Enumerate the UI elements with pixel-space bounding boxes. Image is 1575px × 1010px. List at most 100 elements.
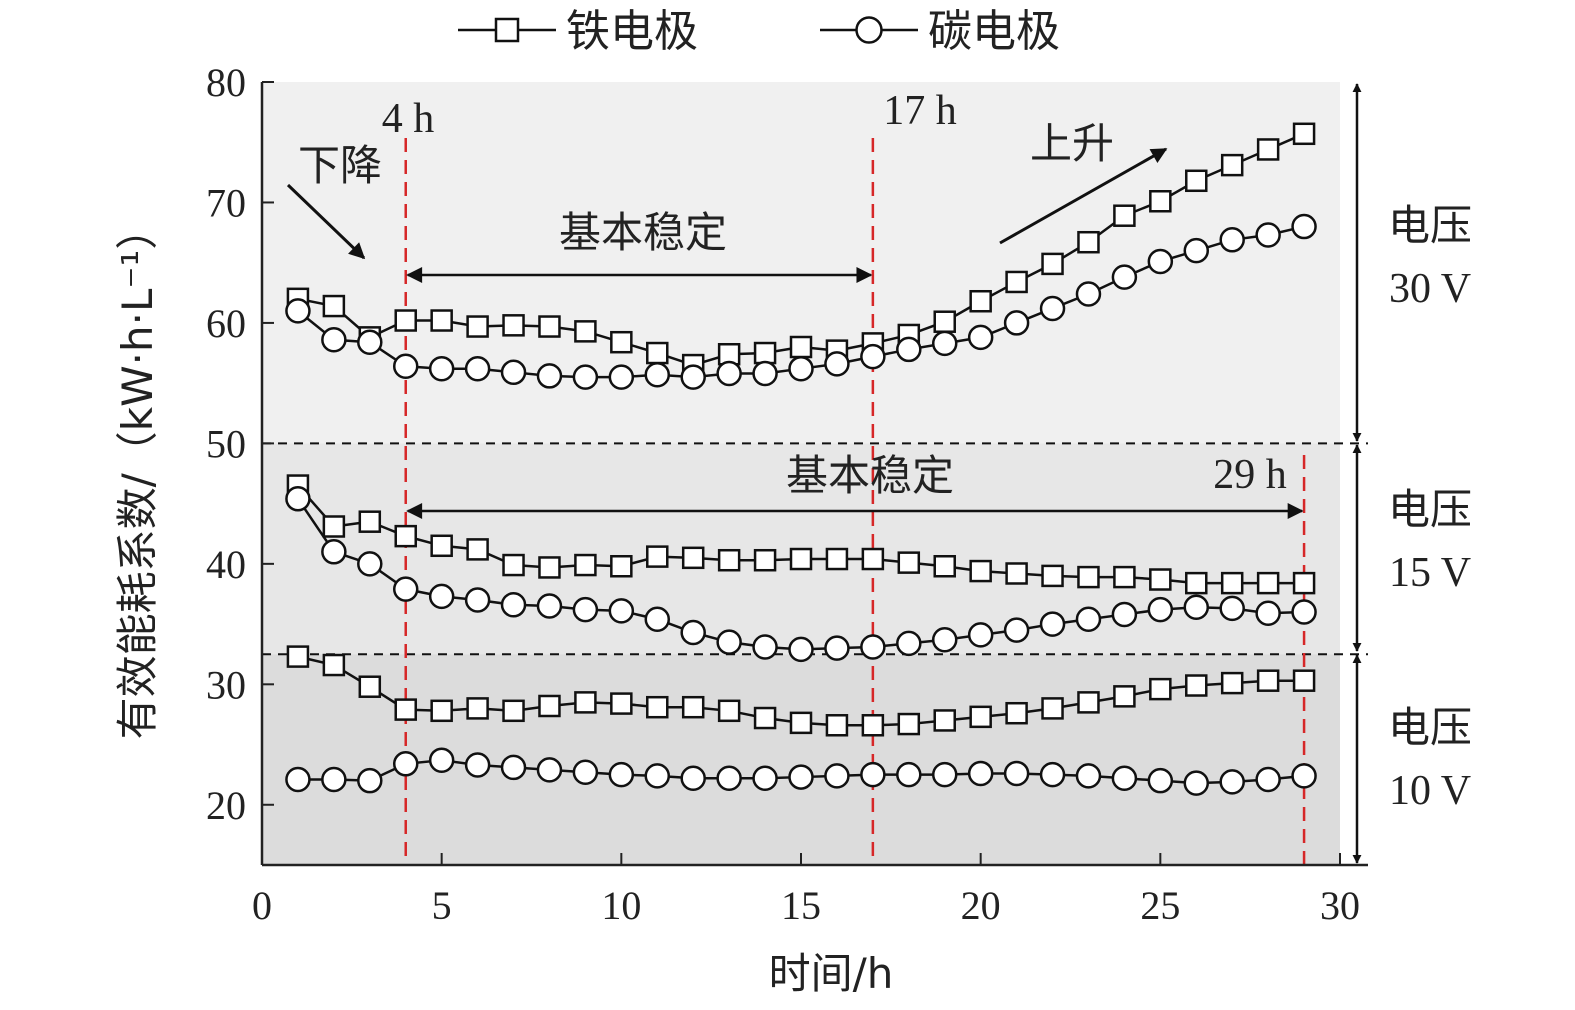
data-point xyxy=(358,675,382,698)
data-point xyxy=(1039,611,1066,637)
series-30V-碳电极 xyxy=(285,213,1317,390)
data-point xyxy=(861,714,885,737)
data-point xyxy=(644,606,671,633)
data-point xyxy=(933,709,956,732)
data-point xyxy=(286,645,310,668)
data-point xyxy=(1291,763,1317,789)
y-tick-label-80: 80 xyxy=(206,60,246,105)
data-point xyxy=(824,763,850,789)
data-point xyxy=(860,343,886,370)
annotation-stable-15v: 基本稳定 xyxy=(786,451,954,500)
data-point xyxy=(1255,222,1281,248)
data-point xyxy=(394,309,417,332)
data-point xyxy=(464,355,491,382)
data-point xyxy=(931,330,958,357)
y-tick-label-70: 70 xyxy=(206,180,246,225)
data-point xyxy=(788,355,814,382)
data-point xyxy=(610,330,633,354)
data-point xyxy=(789,335,813,359)
arrow-increase xyxy=(999,147,1168,245)
data-point xyxy=(285,486,311,512)
voltage-label-1-line1: 电压 xyxy=(1388,201,1472,250)
voltage-label-2-line2: 15 V xyxy=(1389,550,1471,596)
data-point xyxy=(933,310,956,333)
data-point xyxy=(752,765,778,792)
data-point xyxy=(788,636,814,663)
series-10V-铁电极 xyxy=(286,645,1316,737)
data-point xyxy=(572,596,599,623)
data-point xyxy=(500,592,527,618)
data-point xyxy=(825,547,849,571)
data-point xyxy=(1005,701,1028,725)
data-point xyxy=(608,598,635,624)
data-point xyxy=(753,706,777,730)
data-point xyxy=(428,583,455,610)
marker-label-4h: 4 h xyxy=(382,96,435,142)
data-point xyxy=(1075,763,1102,789)
legend-marker-circle xyxy=(855,16,883,44)
data-point xyxy=(860,761,886,788)
data-point xyxy=(897,551,921,574)
legend-item-碳电极: 碳电极 xyxy=(820,6,1060,57)
time-markers xyxy=(404,138,1306,865)
data-point xyxy=(428,747,455,773)
data-point xyxy=(536,757,563,783)
data-point xyxy=(466,538,489,561)
x-tick-label-30: 30 xyxy=(1320,883,1360,928)
data-point xyxy=(466,697,489,720)
data-point xyxy=(753,548,777,572)
legend-label: 铁电极 xyxy=(566,6,698,57)
data-point xyxy=(680,364,706,390)
data-point xyxy=(322,653,346,677)
data-point xyxy=(394,524,417,548)
data-point xyxy=(1220,153,1244,177)
data-point xyxy=(1005,562,1028,585)
legend-item-铁电极: 铁电极 xyxy=(458,6,698,57)
annotation-decrease: 下降 xyxy=(298,141,382,190)
data-point xyxy=(357,329,383,355)
series xyxy=(285,122,1317,796)
data-point xyxy=(1077,691,1100,714)
data-point xyxy=(967,760,994,787)
voltage-label-3-line2: 10 V xyxy=(1389,768,1471,814)
data-point xyxy=(430,309,453,332)
x-tick-label-0: 0 xyxy=(252,883,272,928)
data-point xyxy=(1111,601,1138,628)
data-point xyxy=(538,315,561,338)
data-point xyxy=(1183,237,1210,264)
data-point xyxy=(933,555,956,578)
data-point xyxy=(1185,571,1208,595)
legend-label: 碳电极 xyxy=(928,6,1060,57)
data-point xyxy=(500,359,527,386)
x-tick-label-5: 5 xyxy=(432,883,452,928)
data-point xyxy=(788,764,814,790)
data-point xyxy=(430,699,453,723)
data-point xyxy=(1219,769,1245,795)
data-point xyxy=(608,364,635,390)
series-30V-铁电极 xyxy=(286,122,1316,377)
data-point xyxy=(358,510,382,533)
data-point xyxy=(789,711,813,735)
x-axis-label: 时间/h xyxy=(769,949,894,998)
data-point xyxy=(717,699,741,723)
data-point xyxy=(825,714,849,737)
data-point xyxy=(1041,564,1064,588)
series-10V-碳电极 xyxy=(285,747,1317,796)
x-tick-label-15: 15 xyxy=(781,883,821,928)
data-point xyxy=(1255,600,1281,626)
data-point xyxy=(322,515,346,538)
data-point xyxy=(1003,310,1030,336)
data-point xyxy=(1039,295,1066,322)
data-point xyxy=(931,761,958,788)
data-point xyxy=(610,555,633,578)
axes: 20 30 40 50 60 70 80 0 5 10 15 20 25 30 时间/h 有效能耗系数/（kW… xyxy=(113,60,1368,998)
data-point xyxy=(357,551,383,577)
legend-marker-square xyxy=(494,17,520,43)
data-point xyxy=(1255,766,1281,793)
data-point xyxy=(1256,669,1280,692)
data-point xyxy=(644,763,671,789)
y-tick-label-30: 30 xyxy=(206,662,246,707)
data-point xyxy=(430,534,453,558)
